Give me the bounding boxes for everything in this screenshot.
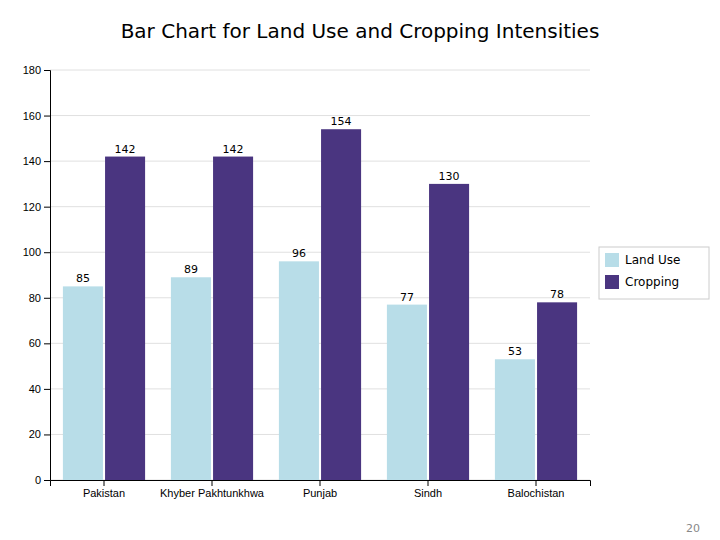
chart: Bar Chart for Land Use and Cropping Inte… [0,0,720,540]
x-tick-mark [536,480,537,486]
y-tick: 180 [23,64,50,76]
y-tick-mark [44,389,50,390]
y-tick-mark [44,434,50,435]
y-axis-line [44,71,51,481]
bar [429,184,469,480]
y-tick: 140 [23,155,50,167]
legend-swatch [605,275,619,289]
x-tick-mark [212,480,213,486]
bar [213,157,253,480]
data-label: 89 [184,263,198,276]
y-tick: 120 [23,201,50,213]
x-tick-label: Balochistan [508,487,565,499]
legend-item: Land Use [605,253,681,267]
legend-label: Cropping [625,275,679,289]
y-tick-mark [44,161,50,162]
x-tick: Sindh [414,480,442,499]
x-tick-mark [320,480,321,486]
x-axis-line [51,481,591,487]
x-tick-label: Punjab [303,487,337,499]
data-label: 130 [439,170,460,183]
x-tick: Punjab [303,480,337,499]
plot: 85 89 96 77 53 142 142 154 130 78 Pakistan Khyber P… [23,64,591,499]
data-label: 154 [331,115,352,128]
y-tick: 0 [35,474,50,486]
y-tick-label: 140 [23,155,41,167]
y-tick-label: 60 [29,337,41,349]
x-tick-mark [428,480,429,486]
data-labels: 85 89 96 77 53 142 142 154 130 78 [76,115,564,358]
y-tick-label: 100 [23,246,41,258]
y-tick-label: 40 [29,383,41,395]
y-tick-mark [44,116,50,117]
x-tick-mark [104,480,105,486]
y-tick: 60 [29,337,50,349]
bar [279,261,319,480]
data-label: 96 [292,247,306,260]
annotation: 20 [686,522,700,535]
data-label: 142 [115,143,136,156]
data-label: 77 [400,291,414,304]
y-tick-label: 120 [23,201,41,213]
data-label: 53 [508,345,522,358]
x-tick-label: Khyber Pakhtunkhwa [160,487,265,499]
data-label: 85 [76,272,90,285]
y-tick-mark [44,343,50,344]
data-label: 78 [550,288,564,301]
legend-item: Cropping [605,275,679,289]
y-tick: 20 [29,428,50,440]
y-tick-label: 0 [35,474,41,486]
y-tick: 160 [23,110,50,122]
x-tick: Pakistan [83,480,125,499]
legend-frame [599,247,709,299]
y-tick: 100 [23,246,50,258]
y-tick-label: 180 [23,64,41,76]
data-label: 142 [223,143,244,156]
bars [63,129,577,480]
y-tick-mark [44,298,50,299]
grid-line [50,70,590,71]
grid-line [50,115,590,116]
y-tick: 40 [29,383,50,395]
bar [63,286,103,480]
x-axis: Pakistan Khyber Pakhtunkhwa Punjab Sindh Bal… [51,480,591,499]
x-tick: Balochistan [508,480,565,499]
legend-swatch [605,253,619,267]
bar [171,277,211,480]
x-tick: Khyber Pakhtunkhwa [160,480,265,499]
bar [387,305,427,480]
bar [105,157,145,480]
y-tick-label: 80 [29,292,41,304]
y-axis: 0 20 40 60 80 100 120 140 160 180 [23,64,51,486]
y-tick-mark [44,70,50,71]
y-tick-mark [44,252,50,253]
bar [321,129,361,480]
bar [537,302,577,480]
legend-label: Land Use [625,253,681,267]
y-tick-mark [44,480,50,481]
title: Bar Chart for Land Use and Cropping Inte… [121,19,600,43]
grid [50,70,590,480]
bar [495,359,535,480]
legend: Land Use Cropping [599,247,709,299]
y-tick-label: 20 [29,428,41,440]
x-tick-label: Pakistan [83,487,125,499]
x-tick-label: Sindh [414,487,442,499]
y-tick: 80 [29,292,50,304]
y-tick-label: 160 [23,110,41,122]
y-tick-mark [44,207,50,208]
